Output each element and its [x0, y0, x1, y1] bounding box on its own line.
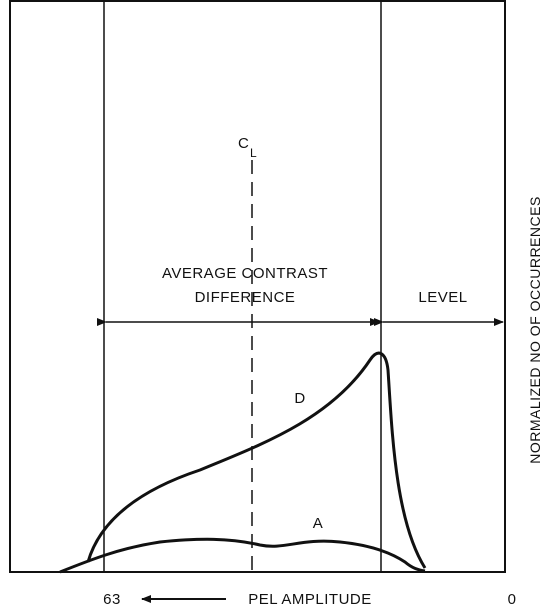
frame — [9, 0, 506, 573]
curve-a — [59, 537, 426, 574]
axis-label: NORMALIZED NO OF OCCURRENCES — [527, 196, 543, 464]
axis-end-label: 63 — [103, 591, 121, 608]
curve-label: A — [313, 515, 324, 532]
region-label: AVERAGE CONTRAST — [162, 265, 328, 282]
axis-label: PEL AMPLITUDE — [248, 591, 371, 608]
curve-d — [86, 351, 427, 569]
center-label: C — [238, 135, 249, 152]
curve-label: D — [294, 390, 305, 407]
region-label: LEVEL — [418, 289, 467, 306]
region-label: DIFFERENCE — [195, 289, 296, 306]
axis-end-label: 0 — [508, 591, 517, 608]
center-label-subscript: L — [250, 146, 257, 160]
